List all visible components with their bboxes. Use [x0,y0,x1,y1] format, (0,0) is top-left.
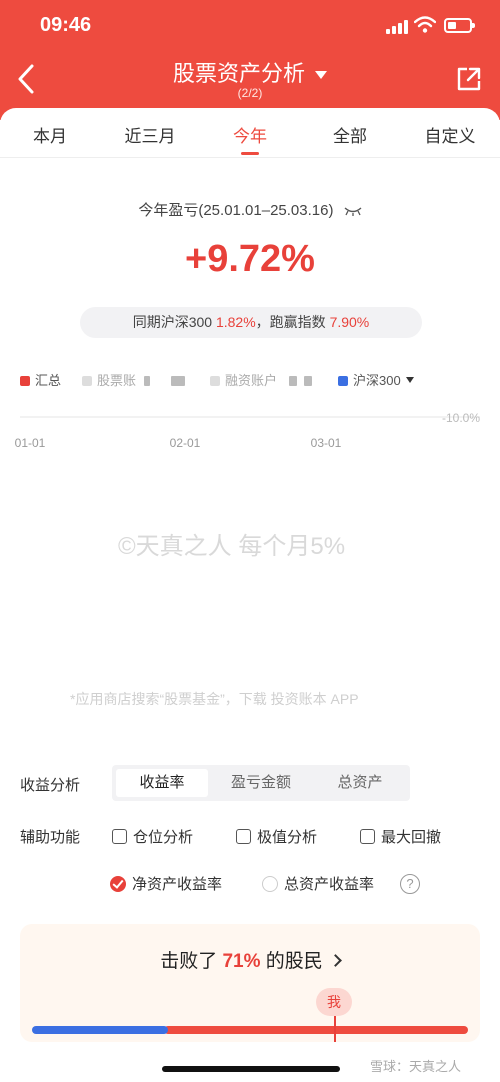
check-label: 仓位分析 [133,829,194,846]
redacted-mark [171,376,186,386]
header: 09:46 股票资产分析 (2/2) [0,0,500,120]
return-chart[interactable]: ©天真之人 每个月5% *应用商店搜索“股票基金”，下载 投资账本 APP 15… [0,400,500,748]
legend-swatch-stock [82,376,92,386]
analysis-segmented-control: 收益率 盈亏金额 总资产 [112,765,410,801]
y-tick-label: -10.0% [442,411,480,425]
compare-prefix: 同期沪深300 [132,314,213,330]
check-position-analysis[interactable]: 仓位分析 [112,826,193,847]
seg-profit-amount[interactable]: 盈亏金额 [230,774,291,791]
share-icon[interactable] [456,66,482,92]
redacted-mark [288,376,297,386]
radio-total-asset-return[interactable]: 总资产收益率 [262,873,374,894]
home-indicator [162,1066,340,1072]
beat-text: 击败了 71% 的股民 [20,946,480,973]
beat-percent: 71% [222,951,261,972]
legend-label-stock: 股票账 [97,373,137,388]
legend-item-csi300[interactable]: 沪深300 [338,370,414,389]
checkbox-icon[interactable] [360,829,375,844]
rank-bar-blue [32,1026,168,1034]
title-dropdown-icon[interactable] [315,71,327,80]
legend-item-total[interactable]: 汇总 [20,370,61,389]
help-icon[interactable]: ? [400,874,420,894]
profit-label-text: 今年盈亏(25.01.01–25.03.16) [138,202,334,219]
signal-icon [386,20,408,34]
chevron-right-icon[interactable] [328,954,342,967]
radio-unchecked-icon[interactable] [262,876,278,892]
aux-label: 辅助功能 [20,829,81,846]
excess-return: 7.90% [329,314,370,330]
active-tab-underline [241,152,259,155]
beat-prefix: 击败了 [160,951,218,972]
x-tick-label: 02-01 [170,436,201,450]
profit-label: 今年盈亏(25.01.01–25.03.16) [0,199,500,220]
legend-dropdown-icon[interactable] [405,377,414,383]
status-time: 09:46 [40,14,92,36]
battery-icon [444,18,475,33]
seg-total-assets[interactable]: 总资产 [337,774,383,791]
legend-swatch-margin [210,376,220,386]
footer-watermark: 雪球：天真之人 [370,1059,462,1074]
legend-label-csi300: 沪深300 [353,373,401,388]
radio-net-asset-return[interactable]: 净资产收益率 [110,873,222,894]
radio-checked-icon[interactable] [110,876,126,892]
my-position-badge: 我 [316,988,352,1016]
profit-value: +9.72% [185,238,315,280]
return-chart-svg: ©天真之人 每个月5% *应用商店搜索“股票基金”，下载 投资账本 APP 15… [15,411,481,707]
chart-footer-watermark: *应用商店搜索“股票基金”，下载 投资账本 APP [70,691,359,707]
chart-watermark: ©天真之人 每个月5% [118,533,345,560]
chart-legend: 汇总 股票账 融资账户 沪深300 [20,370,490,390]
check-max-drawdown[interactable]: 最大回撤 [360,826,441,847]
radio-label: 总资产收益率 [284,876,375,893]
status-bar: 09:46 [0,0,500,52]
legend-label-margin: 融资账户 [225,373,278,388]
legend-swatch-total [20,376,30,386]
legend-item-margin-account[interactable]: 融资账户 [210,370,313,389]
back-arrow-icon[interactable] [12,62,42,96]
wifi-icon [414,16,436,33]
x-tick-label: 01-01 [15,436,46,450]
page-title-text: 股票资产分析 [172,61,305,86]
redacted-mark [143,376,150,386]
legend-label-total: 汇总 [35,373,62,388]
checkbox-icon[interactable] [112,829,127,844]
tab-this-month[interactable]: 本月 [33,127,67,146]
beat-investors-card[interactable]: 击败了 71% 的股民 我 [20,924,480,1042]
benchmark-return: 1.82% [215,314,256,330]
check-label: 极值分析 [257,829,318,846]
seg-return-rate[interactable]: 收益率 [116,769,208,797]
rank-marker [334,1016,336,1042]
rank-bar-red [164,1026,468,1034]
legend-swatch-csi300 [338,376,348,386]
benchmark-compare: 同期沪深300 1.82%，跑赢指数 7.90% [80,307,422,338]
content-card: 本月 近三月 今年 全部 自定义 今年盈亏(25.01.01–25.03.16)… [0,108,500,1082]
x-tick-label: 03-01 [311,436,342,450]
compare-mid: ，跑赢指数 [255,314,326,330]
period-tabs: 本月 近三月 今年 全部 自定义 [0,108,500,158]
tab-all[interactable]: 全部 [333,127,367,146]
redacted-mark [304,376,313,386]
check-extreme-analysis[interactable]: 极值分析 [236,826,317,847]
checkbox-icon[interactable] [236,829,251,844]
tab-this-year[interactable]: 今年 [233,127,267,146]
tab-three-months[interactable]: 近三月 [124,127,176,146]
check-label: 最大回撤 [381,829,442,846]
radio-label: 净资产收益率 [132,876,223,893]
eye-closed-icon[interactable] [344,206,362,217]
legend-item-stock-account[interactable]: 股票账 [82,370,186,389]
tab-custom[interactable]: 自定义 [424,127,476,146]
page-title[interactable]: 股票资产分析 [0,56,500,88]
analysis-label: 收益分析 [20,777,81,794]
beat-suffix: 的股民 [265,951,323,972]
page-subtitle: (2/2) [237,86,263,100]
